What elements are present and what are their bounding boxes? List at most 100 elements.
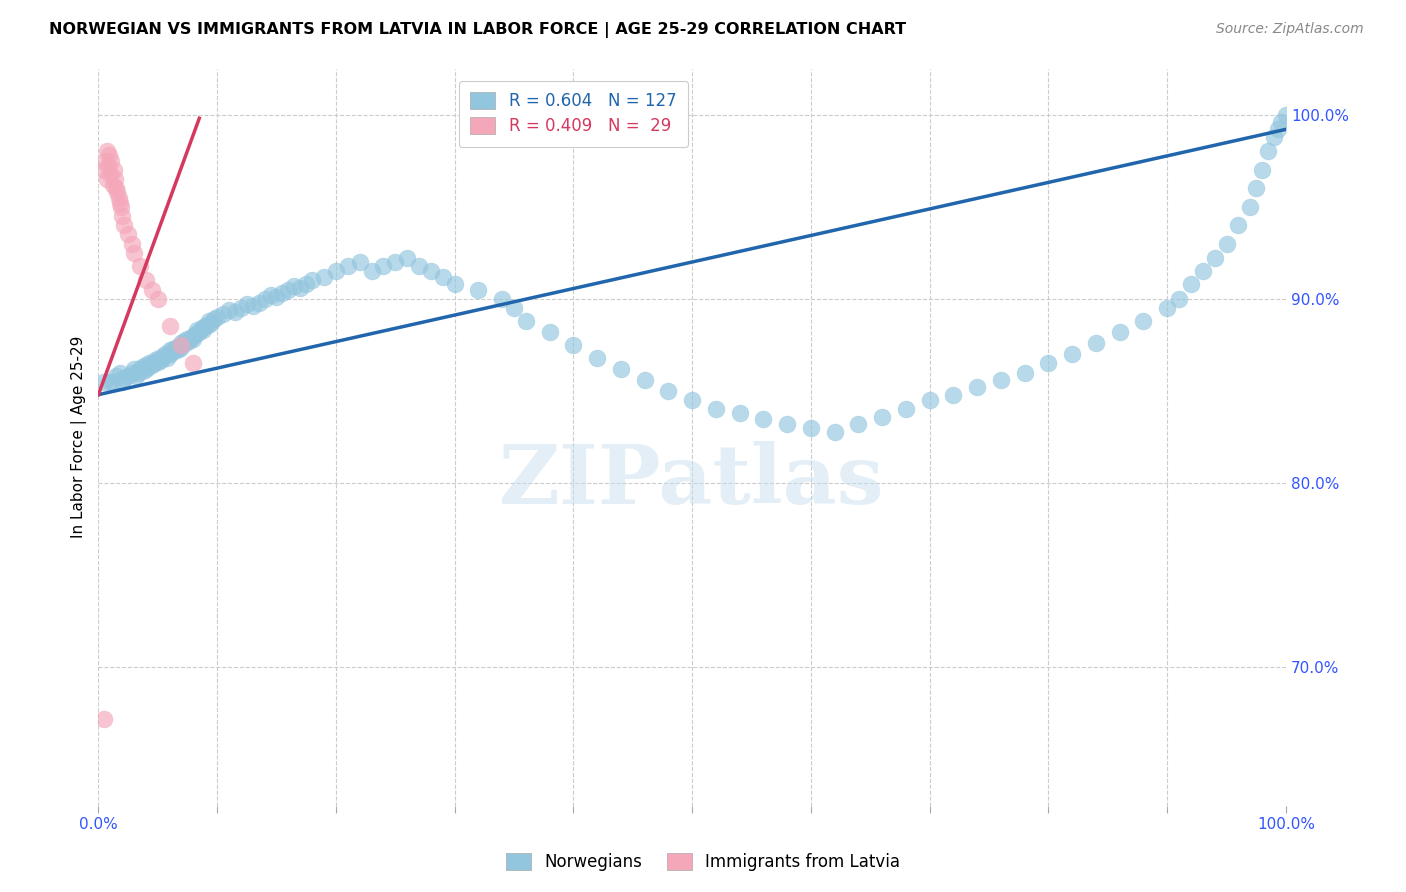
Point bbox=[870, 409, 893, 424]
Point bbox=[191, 323, 214, 337]
Point bbox=[562, 338, 585, 352]
Legend: R = 0.604   N = 127, R = 0.409   N =  29: R = 0.604 N = 127, R = 0.409 N = 29 bbox=[458, 80, 688, 147]
Point bbox=[108, 196, 131, 211]
Point bbox=[105, 181, 128, 195]
Point bbox=[259, 288, 281, 302]
Point bbox=[101, 375, 124, 389]
Point bbox=[93, 712, 115, 726]
Point bbox=[1267, 122, 1289, 136]
Point bbox=[212, 307, 235, 321]
Point bbox=[1215, 236, 1237, 251]
Point bbox=[432, 269, 454, 284]
Point bbox=[96, 172, 118, 186]
Point bbox=[408, 259, 430, 273]
Point bbox=[242, 299, 264, 313]
Point bbox=[633, 373, 655, 387]
Point bbox=[1270, 115, 1292, 129]
Point bbox=[776, 417, 799, 432]
Point bbox=[159, 343, 181, 358]
Point bbox=[114, 371, 136, 385]
Point bbox=[173, 334, 195, 349]
Point bbox=[205, 310, 228, 325]
Point bbox=[942, 387, 965, 401]
Point bbox=[170, 336, 193, 351]
Point bbox=[396, 252, 419, 266]
Point bbox=[586, 351, 609, 365]
Point bbox=[180, 330, 202, 344]
Point bbox=[129, 362, 152, 376]
Point bbox=[148, 351, 170, 365]
Point bbox=[101, 178, 124, 192]
Point bbox=[105, 369, 128, 384]
Point bbox=[360, 264, 382, 278]
Point bbox=[129, 259, 152, 273]
Point bbox=[183, 328, 205, 343]
Point bbox=[443, 277, 465, 292]
Point bbox=[135, 273, 157, 287]
Point bbox=[1275, 107, 1298, 121]
Point bbox=[97, 159, 120, 173]
Point bbox=[125, 369, 148, 384]
Point bbox=[159, 319, 181, 334]
Point bbox=[218, 302, 240, 317]
Text: NORWEGIAN VS IMMIGRANTS FROM LATVIA IN LABOR FORCE | AGE 25-29 CORRELATION CHART: NORWEGIAN VS IMMIGRANTS FROM LATVIA IN L… bbox=[49, 22, 907, 38]
Point bbox=[253, 292, 276, 306]
Point bbox=[1132, 314, 1154, 328]
Y-axis label: In Labor Force | Age 25-29: In Labor Force | Age 25-29 bbox=[72, 336, 87, 538]
Point bbox=[610, 362, 633, 376]
Point bbox=[301, 273, 323, 287]
Point bbox=[491, 292, 513, 306]
Point bbox=[1084, 336, 1107, 351]
Point bbox=[894, 402, 917, 417]
Point bbox=[419, 264, 441, 278]
Point bbox=[176, 332, 198, 346]
Point bbox=[160, 345, 183, 359]
Point bbox=[271, 286, 294, 301]
Point bbox=[117, 227, 139, 242]
Point bbox=[200, 316, 222, 330]
Point bbox=[111, 209, 134, 223]
Point bbox=[247, 295, 270, 310]
Point bbox=[277, 283, 299, 297]
Point bbox=[122, 245, 145, 260]
Point bbox=[135, 358, 157, 372]
Point bbox=[538, 325, 561, 339]
Point bbox=[141, 358, 163, 372]
Point bbox=[94, 153, 117, 168]
Point bbox=[98, 375, 121, 389]
Point bbox=[184, 326, 207, 341]
Point bbox=[1156, 301, 1178, 315]
Text: Source: ZipAtlas.com: Source: ZipAtlas.com bbox=[1216, 22, 1364, 37]
Point bbox=[170, 338, 193, 352]
Point bbox=[136, 359, 159, 374]
Point bbox=[121, 236, 143, 251]
Point bbox=[295, 277, 318, 292]
Point bbox=[503, 301, 526, 315]
Point bbox=[141, 283, 163, 297]
Point bbox=[167, 342, 190, 356]
Point bbox=[108, 366, 131, 380]
Point bbox=[96, 145, 118, 159]
Point bbox=[657, 384, 679, 398]
Point bbox=[188, 325, 211, 339]
Point bbox=[98, 167, 121, 181]
Point bbox=[121, 366, 143, 380]
Point bbox=[197, 318, 219, 332]
Point bbox=[183, 332, 205, 346]
Point bbox=[1062, 347, 1084, 361]
Point bbox=[100, 153, 122, 168]
Point bbox=[224, 305, 246, 319]
Point bbox=[681, 393, 703, 408]
Point bbox=[105, 185, 128, 199]
Point bbox=[1257, 145, 1279, 159]
Point bbox=[143, 352, 166, 367]
Point bbox=[170, 340, 193, 354]
Point bbox=[153, 347, 176, 361]
Point bbox=[349, 255, 371, 269]
Point bbox=[146, 354, 169, 368]
Point bbox=[515, 314, 537, 328]
Point bbox=[1251, 162, 1274, 177]
Point bbox=[1204, 252, 1226, 266]
Point bbox=[384, 255, 406, 269]
Point bbox=[156, 351, 179, 365]
